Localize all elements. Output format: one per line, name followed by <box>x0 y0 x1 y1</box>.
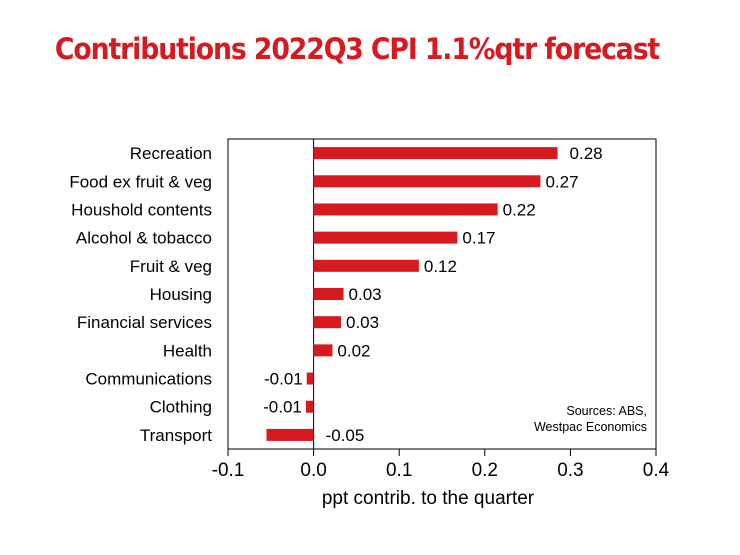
bar <box>313 203 498 216</box>
category-label: Food ex fruit & veg <box>69 172 212 191</box>
data-label: -0.01 <box>264 370 303 389</box>
category-label: Fruit & veg <box>130 257 212 276</box>
category-label: Communications <box>85 370 212 389</box>
x-tick-label: 0.1 <box>386 460 412 481</box>
x-tick-label: -0.1 <box>212 460 245 481</box>
data-label: 0.17 <box>462 229 495 248</box>
x-tick-label: 0.4 <box>643 460 670 481</box>
plot-frame <box>227 138 657 450</box>
category-label: Houshold contents <box>71 200 212 219</box>
bar <box>313 147 558 160</box>
chart-title: Contributions 2022Q3 CPI 1.1%qtr forecas… <box>54 32 660 66</box>
x-axis-label: ppt contrib. to the quarter <box>322 488 535 509</box>
source-line-1: Sources: ABS, <box>566 404 647 418</box>
x-tick-label: 0.2 <box>472 460 498 481</box>
category-label: Alcohol & tobacco <box>76 229 212 248</box>
x-tick-label: 0.0 <box>300 460 326 481</box>
data-label: 0.02 <box>337 341 370 360</box>
data-label: 0.27 <box>545 172 578 191</box>
data-label: 0.22 <box>503 200 536 219</box>
data-label: 0.03 <box>346 313 379 332</box>
category-label: Health <box>163 341 212 360</box>
category-label: Recreation <box>130 144 212 163</box>
data-label: 0.12 <box>424 257 457 276</box>
category-label: Clothing <box>150 398 212 417</box>
data-labels: 0.28 0.27 0.22 0.17 0.12 0.03 0.03 0.02 -0.01 -0.… <box>263 144 603 445</box>
x-axis: -0.1 0.0 0.1 0.2 0.3 0.4 <box>212 449 670 481</box>
data-label: 0.03 <box>349 285 382 304</box>
bar <box>266 428 314 441</box>
bar <box>305 400 314 413</box>
category-labels: Recreation Food ex fruit & veg Houshold co… <box>69 144 212 445</box>
bar <box>313 175 541 188</box>
bar <box>313 231 458 244</box>
bar <box>313 316 341 329</box>
category-label: Housing <box>150 285 212 304</box>
bar <box>306 372 314 385</box>
category-label: Transport <box>140 426 212 445</box>
source-line-2: Westpac Economics <box>534 420 647 434</box>
x-tick-label: 0.3 <box>557 460 583 481</box>
data-label: 0.28 <box>570 144 603 163</box>
data-label: -0.05 <box>326 426 365 445</box>
data-label: -0.01 <box>263 398 302 417</box>
bar <box>313 288 344 300</box>
bars-layer <box>266 139 558 449</box>
category-label: Financial services <box>77 313 212 332</box>
bar <box>313 259 419 272</box>
bar <box>313 344 333 357</box>
